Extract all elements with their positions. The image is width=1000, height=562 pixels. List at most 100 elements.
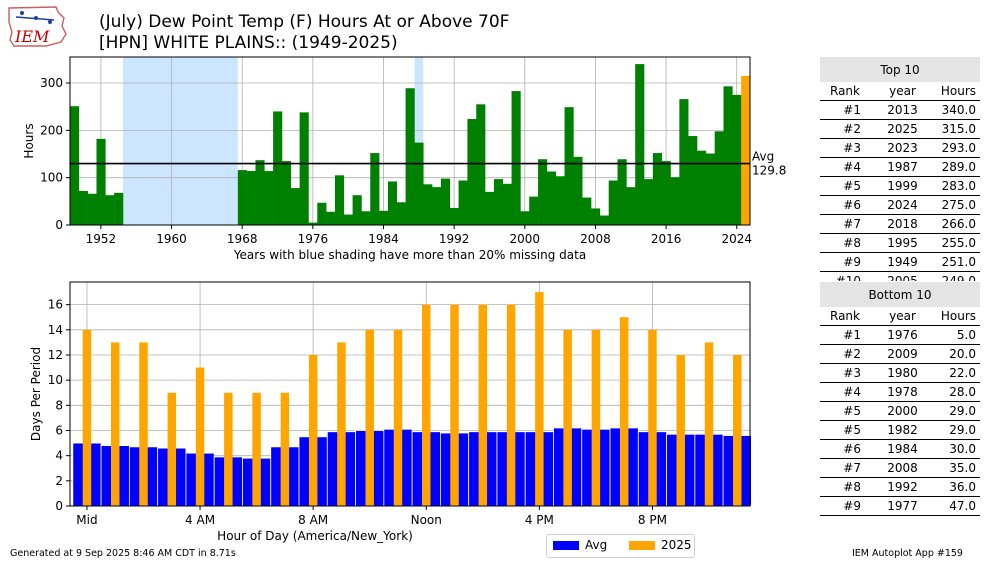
legend-label-year: 2025	[661, 538, 692, 552]
year-bar	[449, 207, 459, 225]
top10-row: #8 1995 255.0	[820, 233, 980, 253]
x-tick-label: 4 PM	[525, 513, 554, 527]
bottom10-cell: #5	[820, 401, 875, 421]
bottom10-cell: #4	[820, 382, 875, 402]
year-bar	[423, 184, 433, 225]
top10-cell: #2	[820, 119, 875, 139]
logo-text: IEM	[14, 27, 50, 46]
bottom10-cell: 36.0	[930, 477, 980, 497]
x-tick-label: Noon	[411, 513, 442, 527]
top10-cell: #7	[820, 214, 875, 234]
year-bar	[511, 91, 521, 225]
year-bar	[535, 292, 544, 506]
year-bar	[573, 156, 583, 225]
top10-cell: #8	[820, 233, 875, 253]
top10-row: #4 1987 289.0	[820, 157, 980, 177]
top10-cell: 1999	[875, 176, 930, 196]
year-bar	[705, 153, 715, 225]
bottom10-title: Bottom 10	[820, 281, 980, 307]
top10-cell: 283.0	[930, 176, 980, 196]
bottom10-cell: 1978	[875, 382, 930, 402]
year-bar	[82, 329, 92, 506]
year-bar	[396, 202, 406, 225]
top10-cell: 340.0	[930, 100, 980, 120]
year-bar	[87, 193, 97, 225]
bottom10-cell: 1992	[875, 477, 930, 497]
y-tick-label: 12	[48, 348, 63, 362]
top10-col-hours: Hours	[930, 82, 980, 101]
year-bar	[78, 190, 88, 225]
top10-cell: 289.0	[930, 157, 980, 177]
year-bar	[582, 197, 592, 225]
bottom10-cell: #2	[820, 344, 875, 364]
bottom10-cell: #8	[820, 477, 875, 497]
year-bar	[422, 304, 431, 506]
year-bar	[704, 342, 714, 506]
y-axis-label: Hours	[22, 123, 36, 158]
year-bar	[114, 192, 124, 225]
x-tick-label: 1992	[439, 232, 470, 246]
top10-row: #5 1999 283.0	[820, 176, 980, 196]
year-bar	[290, 188, 300, 225]
bottom10-cell: 2009	[875, 344, 930, 364]
year-bar	[450, 304, 459, 506]
bottom10-row: #3 1980 22.0	[820, 363, 980, 383]
year-bar	[317, 202, 327, 225]
top10-title: Top 10	[820, 56, 980, 82]
top10-row: #2 2025 315.0	[820, 119, 980, 139]
year-bar	[281, 161, 292, 225]
year-bar	[195, 367, 205, 506]
year-bar	[337, 342, 346, 506]
bottom10-row: #5 1982 29.0	[820, 420, 980, 440]
missing-data-shade	[414, 57, 424, 225]
top10-cell: 251.0	[930, 252, 980, 272]
year-bar	[546, 171, 557, 225]
top10-table: Top 10 Rank year Hours #1 2013 340.0 #2 2025…	[820, 56, 980, 291]
year-bar	[741, 75, 751, 225]
year-bar	[326, 211, 336, 225]
chart-title-line1: (July) Dew Point Temp (F) Hours At or Ab…	[99, 12, 510, 32]
bottom10-row: #9 1977 47.0	[820, 496, 980, 516]
year-bar	[652, 153, 662, 225]
x-tick-label: 1952	[86, 232, 117, 246]
year-bar	[732, 94, 742, 225]
top10-cell: 2024	[875, 195, 930, 215]
bottom10-cell: 1984	[875, 439, 930, 459]
year-bar	[733, 354, 742, 506]
year-bar	[676, 354, 685, 506]
y-tick-label: 6	[55, 423, 63, 437]
x-tick-label: 1968	[227, 232, 258, 246]
year-bar	[493, 179, 504, 225]
year-bar	[105, 195, 115, 225]
bottom10-cell: 2000	[875, 401, 930, 421]
year-bar	[110, 342, 120, 506]
bottom10-cell: 1982	[875, 420, 930, 440]
x-tick-label: 4 AM	[185, 513, 215, 527]
year-bar	[478, 304, 488, 506]
y-tick-label: 4	[55, 449, 63, 463]
top10-row: #3 2023 293.0	[820, 138, 980, 158]
year-bar	[370, 153, 380, 225]
top10-cell: 293.0	[930, 138, 980, 158]
year-bar	[308, 222, 318, 225]
top10-cell: 2013	[875, 100, 930, 120]
year-bar	[619, 317, 629, 506]
year-bar	[506, 304, 516, 506]
top10-cell: 315.0	[930, 119, 980, 139]
bottom10-row: #5 2000 29.0	[820, 401, 980, 421]
bottom10-cell: 1977	[875, 496, 930, 516]
y-tick-label: 300	[40, 76, 63, 90]
y-tick-label: 10	[48, 373, 63, 387]
bottom10-row: #2 2009 20.0	[820, 344, 980, 364]
year-bar	[224, 392, 233, 506]
bottom10-cell: #3	[820, 363, 875, 383]
year-bar	[280, 392, 290, 506]
year-bar	[343, 214, 353, 225]
bottom10-col-year: year	[875, 307, 930, 326]
top10-row: #9 1949 251.0	[820, 252, 980, 272]
hourly-legend: Avg 2025	[546, 534, 695, 558]
year-bar	[405, 88, 415, 226]
y-tick-label: 0	[55, 499, 63, 513]
bottom10-cell: 1980	[875, 363, 930, 383]
missing-data-shade	[122, 57, 238, 225]
